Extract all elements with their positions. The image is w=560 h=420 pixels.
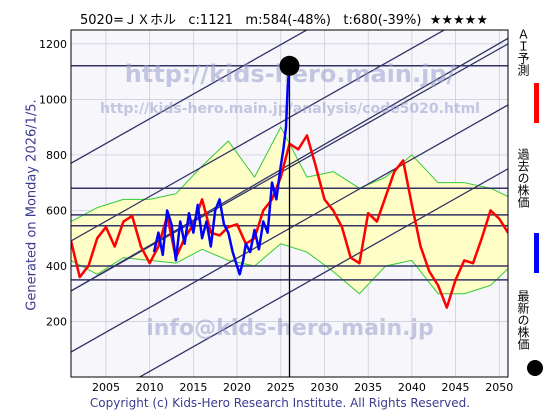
x-tick-label-0: 2005: [92, 381, 120, 394]
chart-header: 5020=ＪＸホル c:1121 m:584(-48%) t:680(-39%)…: [80, 9, 500, 28]
target-price: t:680(-39%): [343, 13, 422, 28]
y-tick-label-4: 1000: [39, 93, 67, 106]
rating-stars: ★★★★★: [429, 13, 488, 28]
legend: ＡＩ予測 過去の株価 最新の株価: [512, 28, 552, 388]
plot-border: [70, 29, 509, 378]
x-axis-ticks: 2005 2010 2015 2020 2025 2030 2035 2040 2045 2050: [92, 381, 513, 394]
x-tick-label-7: 2040: [398, 381, 426, 394]
x-tick-label-5: 2030: [310, 381, 338, 394]
stock-code: 5020=ＪＸホル: [80, 13, 176, 28]
y-tick-label-0: 200: [46, 315, 67, 328]
legend-forecast: ＡＩ予測: [512, 28, 552, 138]
legend-past: 過去の株価: [512, 148, 552, 288]
y-tick-label-5: 1200: [39, 38, 67, 51]
x-tick-label-1: 2010: [136, 381, 164, 394]
legend-latest-dot: [527, 360, 543, 376]
legend-forecast-label: ＡＩ予測: [516, 28, 530, 76]
legend-past-swatch: [534, 233, 539, 273]
legend-past-label: 過去の株価: [516, 148, 530, 208]
x-tick-label-3: 2020: [223, 381, 251, 394]
x-tick-label-2: 2015: [179, 381, 207, 394]
latest-point: [279, 55, 300, 76]
legend-latest-label: 最新の株価: [516, 290, 530, 350]
trend-line-3: [71, 30, 309, 164]
min-price: m:584(-48%): [245, 13, 332, 28]
x-tick-label-8: 2045: [442, 381, 470, 394]
y-tick-label-3: 800: [46, 149, 67, 162]
legend-latest: 最新の株価: [512, 290, 552, 390]
legend-forecast-swatch: [534, 83, 539, 123]
x-tick-label-9: 2050: [485, 381, 513, 394]
y-tick-label-2: 600: [46, 204, 67, 217]
past-price-line: [152, 65, 291, 276]
current-price: c:1121: [188, 13, 234, 28]
y-axis-ticks: 200 400 600 800 1000 1200: [39, 38, 67, 329]
copyright-footer: Copyright (c) Kids-Hero Research Institu…: [89, 396, 471, 410]
x-tick-label-4: 2025: [267, 381, 295, 394]
latest-marker: [279, 55, 300, 377]
y-tick-label-1: 400: [46, 260, 67, 273]
x-tick-label-6: 2035: [354, 381, 382, 394]
